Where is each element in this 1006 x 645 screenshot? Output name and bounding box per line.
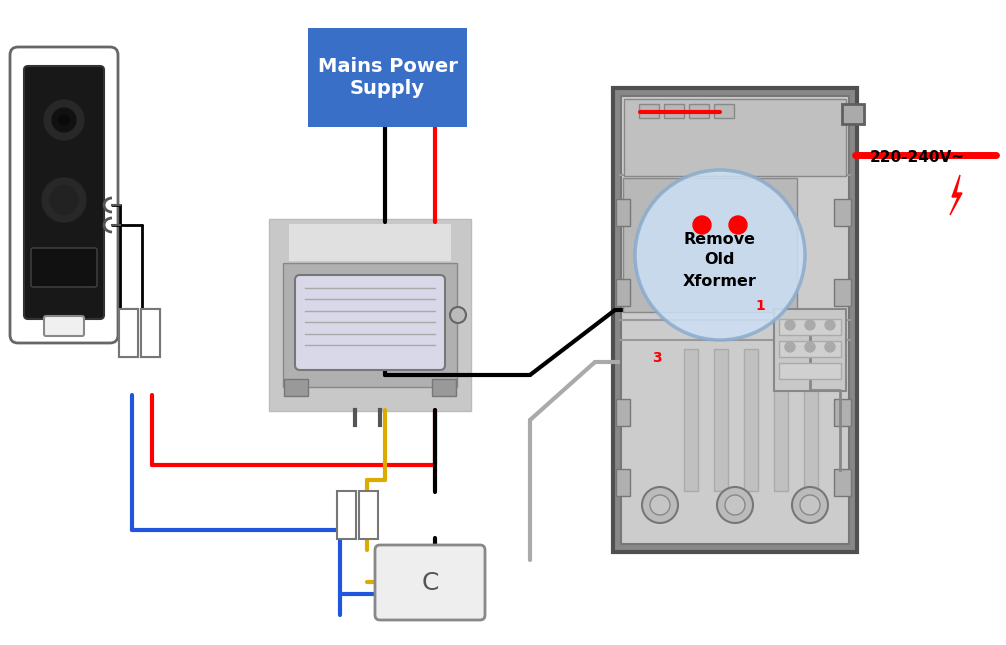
Text: Remove
Old
Xformer: Remove Old Xformer (683, 232, 757, 288)
FancyBboxPatch shape (664, 104, 684, 118)
Circle shape (59, 115, 69, 125)
Circle shape (725, 495, 745, 515)
FancyBboxPatch shape (269, 219, 471, 411)
FancyBboxPatch shape (44, 316, 83, 336)
FancyBboxPatch shape (616, 469, 630, 496)
Circle shape (44, 100, 83, 140)
FancyBboxPatch shape (616, 199, 630, 226)
FancyBboxPatch shape (10, 47, 118, 343)
Circle shape (805, 342, 815, 352)
FancyBboxPatch shape (141, 309, 160, 357)
Circle shape (450, 307, 466, 323)
FancyBboxPatch shape (24, 66, 104, 319)
FancyBboxPatch shape (289, 224, 451, 261)
FancyBboxPatch shape (359, 491, 378, 539)
Circle shape (825, 320, 835, 330)
Circle shape (792, 487, 828, 523)
Circle shape (42, 178, 86, 222)
FancyBboxPatch shape (639, 104, 659, 118)
Circle shape (785, 320, 795, 330)
FancyBboxPatch shape (842, 104, 864, 124)
Circle shape (729, 216, 747, 234)
Text: 3: 3 (652, 351, 662, 365)
Circle shape (805, 320, 815, 330)
FancyBboxPatch shape (295, 275, 445, 370)
Circle shape (717, 487, 753, 523)
FancyBboxPatch shape (141, 309, 160, 357)
Circle shape (650, 495, 670, 515)
FancyBboxPatch shape (624, 99, 846, 176)
FancyBboxPatch shape (623, 178, 797, 312)
Circle shape (785, 342, 795, 352)
Circle shape (635, 170, 805, 340)
FancyBboxPatch shape (283, 263, 457, 387)
FancyBboxPatch shape (119, 309, 138, 357)
Circle shape (825, 342, 835, 352)
FancyBboxPatch shape (744, 349, 758, 491)
FancyBboxPatch shape (834, 279, 851, 306)
FancyBboxPatch shape (119, 309, 138, 357)
FancyBboxPatch shape (714, 349, 728, 491)
Text: Mains Power
Supply: Mains Power Supply (318, 57, 458, 98)
FancyBboxPatch shape (432, 379, 456, 396)
FancyBboxPatch shape (779, 319, 841, 335)
FancyBboxPatch shape (834, 469, 851, 496)
Circle shape (693, 216, 711, 234)
FancyBboxPatch shape (616, 399, 630, 426)
FancyBboxPatch shape (337, 491, 356, 539)
FancyBboxPatch shape (804, 349, 818, 491)
Text: C: C (422, 570, 439, 595)
FancyBboxPatch shape (613, 88, 857, 552)
FancyBboxPatch shape (779, 341, 841, 357)
FancyBboxPatch shape (834, 399, 851, 426)
FancyBboxPatch shape (834, 199, 851, 226)
FancyBboxPatch shape (375, 545, 485, 620)
FancyBboxPatch shape (616, 279, 630, 306)
FancyBboxPatch shape (31, 248, 97, 287)
FancyBboxPatch shape (284, 379, 308, 396)
Circle shape (800, 495, 820, 515)
Text: 1: 1 (756, 299, 765, 313)
Circle shape (642, 487, 678, 523)
Circle shape (50, 186, 78, 214)
FancyBboxPatch shape (714, 104, 734, 118)
FancyBboxPatch shape (684, 349, 698, 491)
Polygon shape (950, 175, 962, 215)
Text: 220-240V~: 220-240V~ (870, 150, 965, 166)
FancyBboxPatch shape (774, 309, 846, 391)
Circle shape (52, 108, 76, 132)
FancyBboxPatch shape (779, 363, 841, 379)
FancyBboxPatch shape (689, 104, 709, 118)
FancyBboxPatch shape (774, 349, 788, 491)
FancyBboxPatch shape (308, 28, 467, 127)
FancyBboxPatch shape (621, 96, 849, 544)
